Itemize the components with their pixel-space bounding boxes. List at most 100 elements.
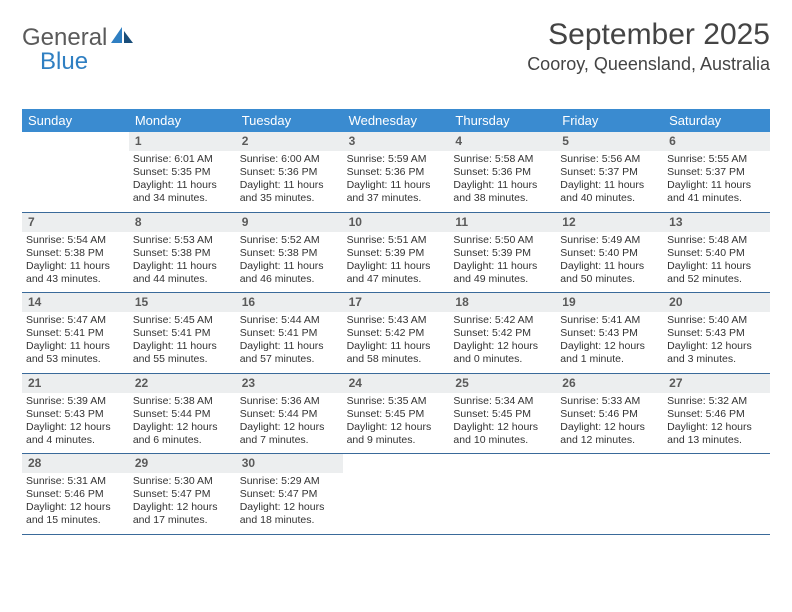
sunset-text: Sunset: 5:43 PM	[667, 327, 766, 340]
daylight2-text: and 12 minutes.	[560, 434, 659, 447]
weekday-header: Thursday	[449, 109, 556, 132]
sunrise-text: Sunrise: 5:55 AM	[667, 153, 766, 166]
day-cell	[343, 454, 450, 534]
sunset-text: Sunset: 5:36 PM	[240, 166, 339, 179]
month-title: September 2025	[527, 18, 770, 52]
day-number: 8	[129, 213, 236, 232]
day-body: Sunrise: 5:53 AMSunset: 5:38 PMDaylight:…	[129, 232, 236, 293]
day-body: Sunrise: 5:56 AMSunset: 5:37 PMDaylight:…	[556, 151, 663, 212]
daylight2-text: and 0 minutes.	[453, 353, 552, 366]
day-cell: 25Sunrise: 5:34 AMSunset: 5:45 PMDayligh…	[449, 374, 556, 454]
day-body: Sunrise: 5:43 AMSunset: 5:42 PMDaylight:…	[343, 312, 450, 373]
daylight1-text: Daylight: 11 hours	[347, 340, 446, 353]
sunset-text: Sunset: 5:46 PM	[26, 488, 125, 501]
day-body: Sunrise: 5:54 AMSunset: 5:38 PMDaylight:…	[22, 232, 129, 293]
day-number: 19	[556, 293, 663, 312]
day-cell	[22, 132, 129, 212]
weekday-header: Sunday	[22, 109, 129, 132]
sunset-text: Sunset: 5:42 PM	[347, 327, 446, 340]
location: Cooroy, Queensland, Australia	[527, 54, 770, 75]
day-body: Sunrise: 5:40 AMSunset: 5:43 PMDaylight:…	[663, 312, 770, 373]
sunset-text: Sunset: 5:44 PM	[133, 408, 232, 421]
day-cell: 18Sunrise: 5:42 AMSunset: 5:42 PMDayligh…	[449, 293, 556, 373]
daylight1-text: Daylight: 12 hours	[133, 501, 232, 514]
week-row: 14Sunrise: 5:47 AMSunset: 5:41 PMDayligh…	[22, 293, 770, 374]
day-cell: 5Sunrise: 5:56 AMSunset: 5:37 PMDaylight…	[556, 132, 663, 212]
daylight1-text: Daylight: 11 hours	[667, 260, 766, 273]
day-cell: 14Sunrise: 5:47 AMSunset: 5:41 PMDayligh…	[22, 293, 129, 373]
sunset-text: Sunset: 5:38 PM	[240, 247, 339, 260]
day-cell: 1Sunrise: 6:01 AMSunset: 5:35 PMDaylight…	[129, 132, 236, 212]
sunrise-text: Sunrise: 5:32 AM	[667, 395, 766, 408]
day-number: 28	[22, 454, 129, 473]
sunrise-text: Sunrise: 5:50 AM	[453, 234, 552, 247]
page-header: General September 2025 Cooroy, Queenslan…	[22, 18, 770, 75]
sunset-text: Sunset: 5:37 PM	[667, 166, 766, 179]
weekday-header: Saturday	[663, 109, 770, 132]
sunrise-text: Sunrise: 5:34 AM	[453, 395, 552, 408]
day-number: 7	[22, 213, 129, 232]
day-number: 23	[236, 374, 343, 393]
sunrise-text: Sunrise: 5:47 AM	[26, 314, 125, 327]
day-number: 11	[449, 213, 556, 232]
daylight2-text: and 9 minutes.	[347, 434, 446, 447]
sunrise-text: Sunrise: 5:40 AM	[667, 314, 766, 327]
sunrise-text: Sunrise: 5:52 AM	[240, 234, 339, 247]
sunset-text: Sunset: 5:39 PM	[347, 247, 446, 260]
daylight1-text: Daylight: 11 hours	[133, 260, 232, 273]
day-cell: 2Sunrise: 6:00 AMSunset: 5:36 PMDaylight…	[236, 132, 343, 212]
daylight1-text: Daylight: 12 hours	[240, 421, 339, 434]
day-body: Sunrise: 5:38 AMSunset: 5:44 PMDaylight:…	[129, 393, 236, 454]
day-number: 27	[663, 374, 770, 393]
day-number: 2	[236, 132, 343, 151]
daylight1-text: Daylight: 11 hours	[240, 340, 339, 353]
sunrise-text: Sunrise: 5:54 AM	[26, 234, 125, 247]
sunset-text: Sunset: 5:40 PM	[667, 247, 766, 260]
day-cell: 20Sunrise: 5:40 AMSunset: 5:43 PMDayligh…	[663, 293, 770, 373]
daylight2-text: and 43 minutes.	[26, 273, 125, 286]
day-cell	[556, 454, 663, 534]
sunset-text: Sunset: 5:46 PM	[667, 408, 766, 421]
day-cell: 28Sunrise: 5:31 AMSunset: 5:46 PMDayligh…	[22, 454, 129, 534]
daylight1-text: Daylight: 12 hours	[667, 421, 766, 434]
day-number: 15	[129, 293, 236, 312]
calendar: Sunday Monday Tuesday Wednesday Thursday…	[22, 109, 770, 535]
daylight2-text: and 18 minutes.	[240, 514, 339, 527]
sunrise-text: Sunrise: 5:45 AM	[133, 314, 232, 327]
sunrise-text: Sunrise: 5:49 AM	[560, 234, 659, 247]
sunrise-text: Sunrise: 5:36 AM	[240, 395, 339, 408]
day-body: Sunrise: 5:47 AMSunset: 5:41 PMDaylight:…	[22, 312, 129, 373]
daylight1-text: Daylight: 12 hours	[26, 421, 125, 434]
day-cell: 4Sunrise: 5:58 AMSunset: 5:36 PMDaylight…	[449, 132, 556, 212]
daylight1-text: Daylight: 11 hours	[560, 179, 659, 192]
sunset-text: Sunset: 5:42 PM	[453, 327, 552, 340]
week-row: 7Sunrise: 5:54 AMSunset: 5:38 PMDaylight…	[22, 213, 770, 294]
weekday-header: Wednesday	[343, 109, 450, 132]
daylight2-text: and 15 minutes.	[26, 514, 125, 527]
title-block: September 2025 Cooroy, Queensland, Austr…	[527, 18, 770, 75]
day-number: 26	[556, 374, 663, 393]
daylight2-text: and 4 minutes.	[26, 434, 125, 447]
sunrise-text: Sunrise: 5:58 AM	[453, 153, 552, 166]
day-body: Sunrise: 5:51 AMSunset: 5:39 PMDaylight:…	[343, 232, 450, 293]
day-body: Sunrise: 5:52 AMSunset: 5:38 PMDaylight:…	[236, 232, 343, 293]
day-cell: 22Sunrise: 5:38 AMSunset: 5:44 PMDayligh…	[129, 374, 236, 454]
daylight1-text: Daylight: 12 hours	[453, 421, 552, 434]
sunset-text: Sunset: 5:36 PM	[453, 166, 552, 179]
daylight1-text: Daylight: 11 hours	[667, 179, 766, 192]
sunrise-text: Sunrise: 5:41 AM	[560, 314, 659, 327]
sunset-text: Sunset: 5:35 PM	[133, 166, 232, 179]
daylight2-text: and 55 minutes.	[133, 353, 232, 366]
daylight2-text: and 10 minutes.	[453, 434, 552, 447]
day-number: 24	[343, 374, 450, 393]
weeks-container: 1Sunrise: 6:01 AMSunset: 5:35 PMDaylight…	[22, 132, 770, 535]
daylight1-text: Daylight: 11 hours	[453, 260, 552, 273]
day-body: Sunrise: 5:49 AMSunset: 5:40 PMDaylight:…	[556, 232, 663, 293]
logo-text-blue: Blue	[40, 48, 88, 76]
daylight1-text: Daylight: 11 hours	[133, 340, 232, 353]
day-cell: 8Sunrise: 5:53 AMSunset: 5:38 PMDaylight…	[129, 213, 236, 293]
daylight1-text: Daylight: 11 hours	[347, 179, 446, 192]
day-number: 3	[343, 132, 450, 151]
sunset-text: Sunset: 5:43 PM	[26, 408, 125, 421]
sunset-text: Sunset: 5:39 PM	[453, 247, 552, 260]
